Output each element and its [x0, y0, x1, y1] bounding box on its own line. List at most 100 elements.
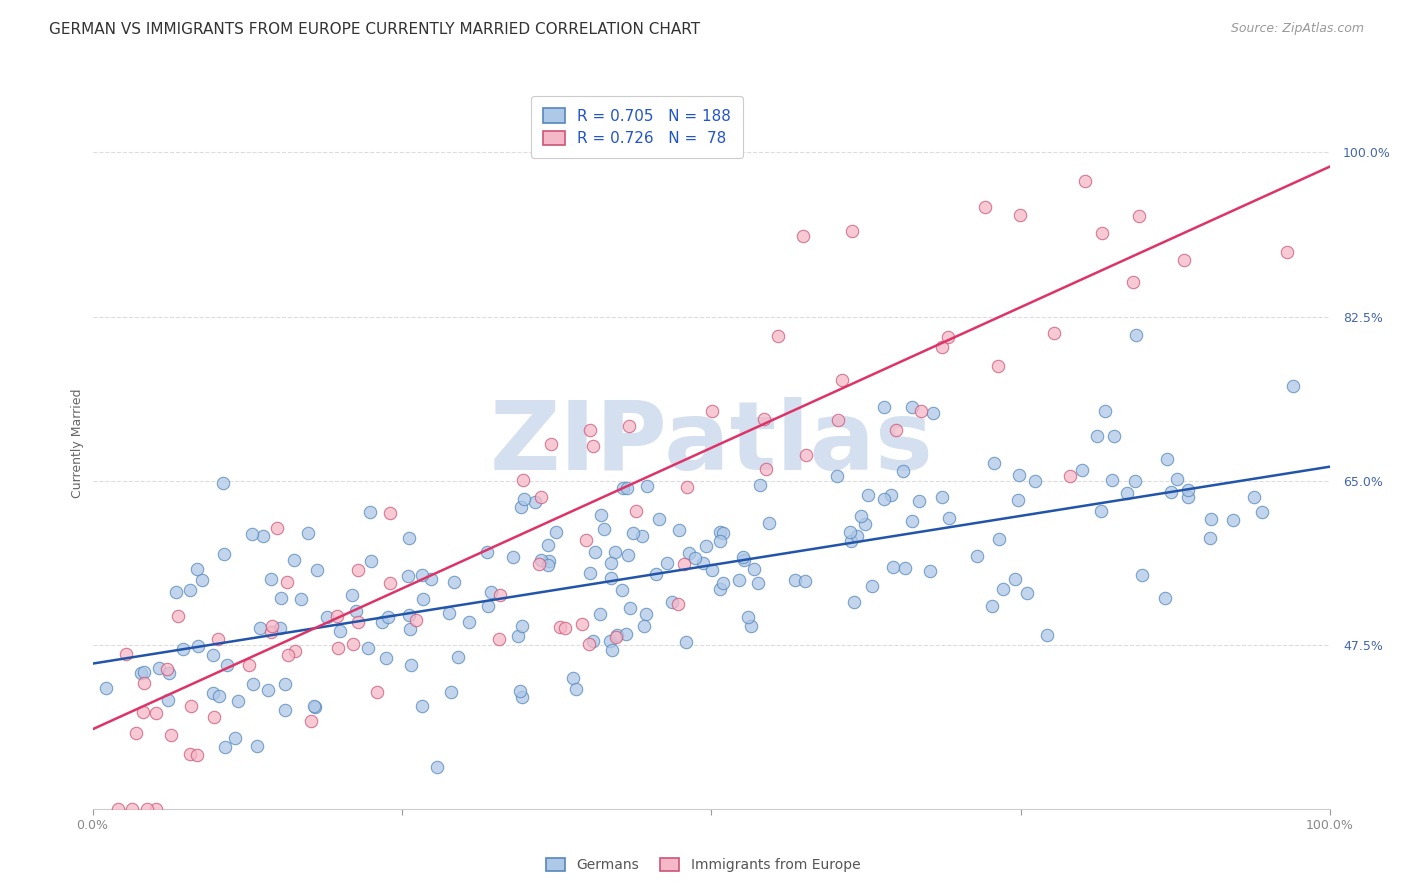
- Point: [302, 699, 325, 714]
- Point: [740, 619, 762, 633]
- Point: [488, 632, 510, 647]
- Point: [554, 621, 576, 635]
- Point: [619, 600, 641, 615]
- Point: [378, 506, 401, 520]
- Point: [702, 563, 724, 577]
- Point: [186, 561, 208, 575]
- Legend: Germans, Immigrants from Europe: Germans, Immigrants from Europe: [540, 853, 866, 878]
- Point: [328, 641, 350, 656]
- Point: [683, 551, 706, 566]
- Point: [561, 671, 583, 685]
- Point: [600, 556, 623, 570]
- Y-axis label: Currently Married: Currently Married: [72, 388, 84, 498]
- Point: [371, 615, 394, 630]
- Point: [1275, 245, 1298, 260]
- Point: [991, 582, 1014, 596]
- Point: [129, 666, 152, 681]
- Point: [540, 437, 562, 451]
- Point: [180, 699, 202, 714]
- Point: [1017, 586, 1039, 600]
- Point: [987, 359, 1010, 374]
- Point: [644, 566, 666, 581]
- Point: [159, 728, 181, 742]
- Point: [207, 632, 229, 646]
- Point: [260, 572, 283, 586]
- Point: [565, 682, 588, 697]
- Point: [1004, 572, 1026, 586]
- Point: [215, 658, 238, 673]
- Point: [277, 648, 299, 663]
- Point: [603, 544, 626, 558]
- Point: [1024, 475, 1046, 489]
- Point: [156, 662, 179, 676]
- Point: [439, 685, 461, 699]
- Point: [605, 631, 627, 645]
- Point: [936, 330, 959, 344]
- Point: [419, 572, 441, 586]
- Point: [489, 589, 512, 603]
- Point: [1087, 428, 1109, 442]
- Point: [316, 609, 339, 624]
- Point: [1116, 485, 1139, 500]
- Point: [269, 621, 291, 635]
- Point: [537, 553, 560, 567]
- Point: [274, 703, 297, 717]
- Point: [329, 624, 352, 639]
- Point: [1101, 473, 1123, 487]
- Point: [530, 490, 553, 504]
- Point: [744, 562, 766, 576]
- Point: [524, 495, 547, 509]
- Point: [931, 491, 953, 505]
- Point: [709, 533, 731, 548]
- Point: [600, 643, 623, 657]
- Point: [1059, 469, 1081, 483]
- Point: [825, 469, 848, 483]
- Point: [636, 607, 658, 621]
- Point: [675, 634, 697, 648]
- Point: [121, 802, 143, 816]
- Point: [901, 514, 924, 528]
- Point: [477, 599, 499, 614]
- Point: [398, 622, 420, 636]
- Point: [711, 575, 734, 590]
- Point: [346, 563, 368, 577]
- Point: [125, 726, 148, 740]
- Point: [187, 639, 209, 653]
- Point: [579, 423, 602, 437]
- Point: [148, 661, 170, 675]
- Point: [673, 557, 696, 571]
- Point: [1199, 531, 1222, 545]
- Point: [366, 684, 388, 698]
- Point: [873, 491, 896, 506]
- Point: [616, 481, 638, 495]
- Point: [273, 676, 295, 690]
- Point: [398, 607, 420, 622]
- Point: [1222, 513, 1244, 527]
- Text: GERMAN VS IMMIGRANTS FROM EUROPE CURRENTLY MARRIED CORRELATION CHART: GERMAN VS IMMIGRANTS FROM EUROPE CURRENT…: [49, 22, 700, 37]
- Point: [880, 488, 903, 502]
- Point: [793, 574, 815, 589]
- Point: [256, 682, 278, 697]
- Point: [510, 690, 533, 704]
- Point: [908, 494, 931, 508]
- Point: [238, 657, 260, 672]
- Point: [752, 411, 775, 425]
- Point: [527, 557, 550, 571]
- Point: [1043, 326, 1066, 341]
- Point: [733, 553, 755, 567]
- Point: [636, 479, 658, 493]
- Point: [844, 595, 866, 609]
- Point: [266, 521, 288, 535]
- Point: [166, 609, 188, 624]
- Point: [631, 529, 654, 543]
- Point: [212, 547, 235, 561]
- Point: [731, 549, 754, 564]
- Point: [1177, 483, 1199, 497]
- Point: [512, 619, 534, 633]
- Point: [202, 686, 225, 700]
- Point: [1153, 591, 1175, 605]
- Point: [411, 699, 433, 714]
- Point: [581, 633, 603, 648]
- Point: [202, 710, 225, 724]
- Point: [1091, 227, 1114, 241]
